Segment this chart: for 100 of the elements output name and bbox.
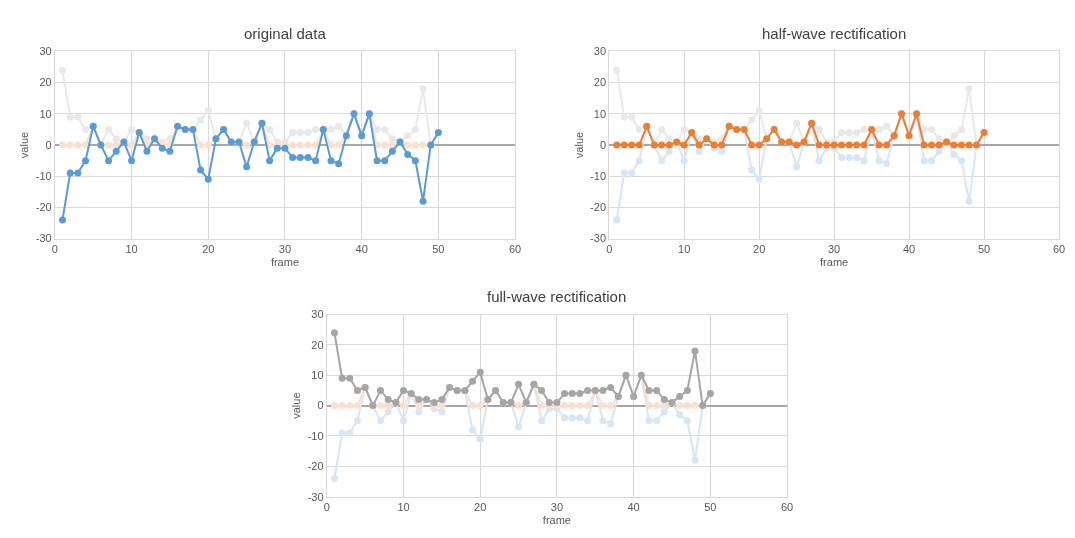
y-tick-label: 20 <box>311 338 324 351</box>
point <box>438 402 446 410</box>
x-tick-label: 10 <box>125 242 138 255</box>
point <box>105 141 113 149</box>
point <box>845 154 853 162</box>
point <box>584 417 592 425</box>
point <box>476 402 484 410</box>
point <box>296 141 304 149</box>
point <box>404 132 412 140</box>
point <box>335 141 343 149</box>
point <box>568 402 576 410</box>
point <box>691 347 699 355</box>
point <box>653 386 661 394</box>
point <box>74 141 82 149</box>
point <box>653 402 661 410</box>
point <box>568 389 576 397</box>
point <box>755 175 763 183</box>
point <box>388 135 396 143</box>
point <box>66 141 74 149</box>
point <box>105 157 113 165</box>
point <box>404 150 412 158</box>
point <box>683 417 691 425</box>
point <box>338 374 346 382</box>
chart-title: full-wave rectification <box>487 288 627 305</box>
point <box>143 147 151 155</box>
point <box>965 141 973 149</box>
point <box>112 135 120 143</box>
point <box>853 154 861 162</box>
point <box>584 402 592 410</box>
point <box>289 154 297 162</box>
y-tick-label: 10 <box>39 107 52 120</box>
point <box>561 414 569 422</box>
point <box>815 141 823 149</box>
point <box>476 368 484 376</box>
point <box>66 169 74 177</box>
point <box>935 147 943 155</box>
point <box>576 402 584 410</box>
point <box>748 141 756 149</box>
y-tick-label: 20 <box>593 76 607 89</box>
point <box>935 141 943 149</box>
point <box>381 141 389 149</box>
point <box>635 141 643 149</box>
point <box>680 157 688 165</box>
y-tick-label: -10 <box>35 170 52 183</box>
point <box>607 402 615 410</box>
point <box>645 417 653 425</box>
point <box>920 157 928 165</box>
point <box>660 408 668 416</box>
point <box>346 429 354 437</box>
y-tick-label: 30 <box>311 308 324 321</box>
point <box>384 408 392 416</box>
point <box>312 157 320 165</box>
point <box>680 125 688 133</box>
point <box>950 150 958 158</box>
y-tick-label: 20 <box>39 76 52 89</box>
point <box>628 113 636 121</box>
point <box>635 125 643 133</box>
y-axis-title: value <box>18 131 31 159</box>
point <box>665 141 673 149</box>
point <box>658 141 666 149</box>
point <box>353 417 361 425</box>
point <box>568 414 576 422</box>
point <box>628 169 636 177</box>
point <box>561 402 569 410</box>
point <box>748 166 756 174</box>
point <box>373 157 381 165</box>
point <box>691 456 699 464</box>
point <box>388 141 396 149</box>
point <box>950 141 958 149</box>
point <box>304 154 312 162</box>
point <box>112 147 120 155</box>
y-axis-title: value <box>572 131 585 159</box>
y-axis-title: value <box>290 392 303 419</box>
point <box>335 160 343 168</box>
y-tick-label: -20 <box>307 460 324 473</box>
point <box>128 125 136 133</box>
point <box>312 125 320 133</box>
x-tick-label: 60 <box>780 500 794 513</box>
point <box>353 402 361 410</box>
point <box>755 141 763 149</box>
point <box>928 157 936 165</box>
point <box>327 157 335 165</box>
point <box>112 141 120 149</box>
x-tick-label: 20 <box>753 242 766 255</box>
point <box>515 380 523 388</box>
point <box>400 417 408 425</box>
point <box>74 169 82 177</box>
point <box>676 402 684 410</box>
point <box>628 141 636 149</box>
y-tick-label: 0 <box>45 138 52 151</box>
y-tick-label: 30 <box>593 45 607 58</box>
point <box>965 197 973 205</box>
point <box>66 113 74 121</box>
point <box>875 125 883 133</box>
point <box>958 157 966 165</box>
point <box>346 374 354 382</box>
point <box>920 125 928 133</box>
x-axis-title: frame <box>270 256 300 269</box>
point <box>419 197 427 205</box>
point <box>665 135 673 143</box>
